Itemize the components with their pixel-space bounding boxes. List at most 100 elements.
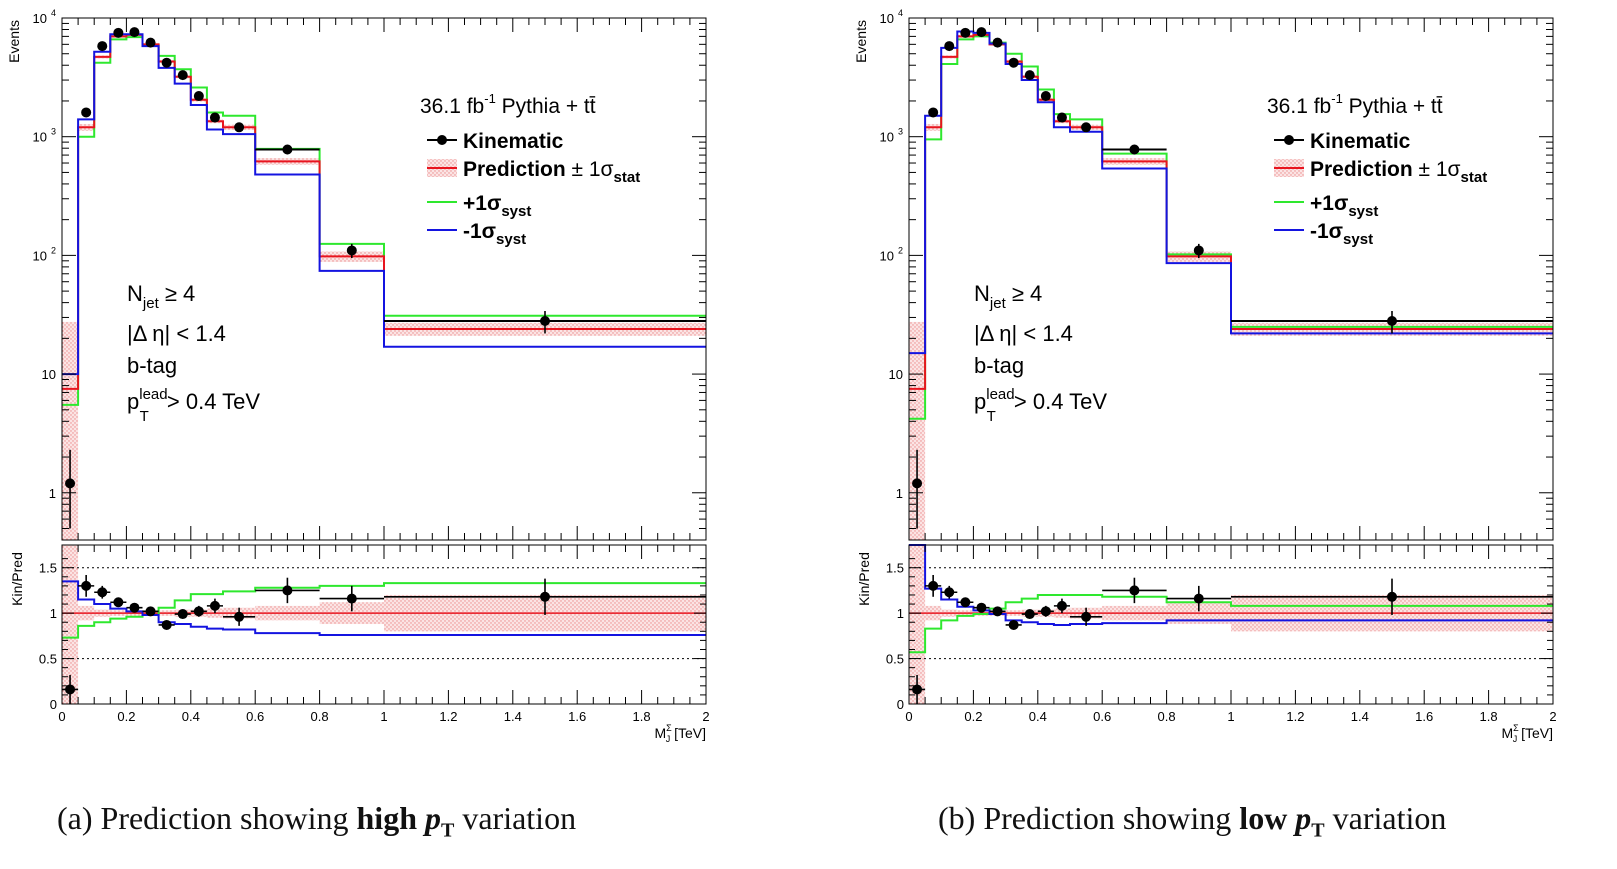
selection-btag: b-tag bbox=[974, 353, 1024, 378]
x-tick-label: 0 bbox=[905, 709, 912, 724]
ratio-point bbox=[145, 606, 156, 617]
selection-btag: b-tag bbox=[127, 353, 177, 378]
caption-a-label: (a) bbox=[57, 800, 93, 836]
caption-a: (a) Prediction showing high pT variation bbox=[57, 800, 576, 842]
y-tick-label-exponent: 2 bbox=[51, 245, 56, 255]
ratio-point bbox=[540, 591, 550, 602]
x-axis-label: MΣ J [TeV] bbox=[1501, 723, 1553, 744]
ratio-point bbox=[992, 606, 1003, 617]
kinematic-point bbox=[346, 245, 357, 256]
y-tick-label: 10 bbox=[33, 130, 47, 145]
x-tick-label: 1.6 bbox=[568, 709, 586, 724]
kinematic-point bbox=[209, 112, 220, 123]
x-tick-label: 1.4 bbox=[1351, 709, 1369, 724]
x-axis-label: MΣ J [TeV] bbox=[654, 723, 706, 744]
ratio-point bbox=[282, 585, 293, 596]
kinematic-point bbox=[1056, 112, 1067, 123]
ratio-point bbox=[1129, 585, 1140, 596]
x-tick-label: 0.4 bbox=[1029, 709, 1047, 724]
kinematic-point bbox=[65, 478, 76, 489]
y-tick-label: 1 bbox=[49, 486, 56, 501]
legend-kinematic-marker bbox=[1284, 135, 1294, 145]
ratio-minus-syst-line bbox=[909, 544, 1553, 626]
caption-b-label: (b) bbox=[938, 800, 976, 836]
y-tick-label: 10 bbox=[42, 367, 56, 382]
ratio-y-tick-label: 1.5 bbox=[39, 561, 57, 576]
kinematic-point bbox=[234, 122, 245, 133]
ratio-point bbox=[234, 611, 245, 622]
ratio-point bbox=[1024, 609, 1035, 620]
x-tick-label: 0.8 bbox=[1158, 709, 1176, 724]
y-tick-label: 10 bbox=[889, 367, 903, 382]
selection-pt: plead T > 0.4 TeV bbox=[974, 386, 1107, 425]
legend-kinematic-label: Kinematic bbox=[463, 130, 564, 153]
kinematic-point bbox=[81, 107, 92, 118]
x-tick-label: 2 bbox=[1549, 709, 1556, 724]
kinematic-point bbox=[1129, 144, 1140, 155]
ratio-point bbox=[1056, 600, 1067, 611]
y-tick-label-exponent: 3 bbox=[51, 127, 56, 137]
x-tick-label: 0.2 bbox=[964, 709, 982, 724]
kinematic-point bbox=[282, 144, 293, 155]
lumi-label: 36.1 fb-1 Pythia + tt̄ bbox=[1267, 91, 1443, 118]
ratio-point bbox=[97, 587, 108, 598]
y-axis-label: Events bbox=[853, 20, 869, 63]
y-tick-label: 1 bbox=[896, 486, 903, 501]
ratio-point bbox=[1040, 606, 1051, 617]
caption-b-prefix: Prediction showing bbox=[983, 800, 1232, 836]
kinematic-point bbox=[1081, 122, 1092, 133]
ratio-y-tick-label: 1 bbox=[50, 606, 57, 621]
selection-njet: Njet ≥ 4 bbox=[127, 281, 195, 312]
kinematic-point bbox=[97, 41, 108, 52]
selection-deta: |Δ η| < 1.4 bbox=[974, 321, 1073, 346]
caption-a-prefix: Prediction showing bbox=[100, 800, 349, 836]
kinematic-point bbox=[161, 57, 172, 68]
ratio-y-tick-label: 1 bbox=[897, 606, 904, 621]
ratio-point bbox=[161, 619, 172, 630]
caption-a-suffix: variation bbox=[462, 800, 577, 836]
legend-plus-syst-label: +1σsyst bbox=[463, 192, 531, 220]
kinematic-point bbox=[992, 37, 1003, 48]
legend-minus-syst-label: -1σsyst bbox=[1310, 220, 1373, 248]
ratio-point bbox=[1008, 619, 1019, 630]
kinematic-point bbox=[177, 70, 188, 81]
ratio-point bbox=[193, 606, 204, 617]
y-tick-label: 10 bbox=[880, 11, 894, 26]
y-tick-label-exponent: 4 bbox=[898, 8, 903, 18]
kinematic-point bbox=[113, 27, 124, 38]
x-tick-label: 0.6 bbox=[246, 709, 264, 724]
kinematic-point bbox=[1024, 70, 1035, 81]
ratio-point bbox=[129, 602, 140, 613]
kinematic-point bbox=[193, 91, 204, 102]
legend-prediction-label: Prediction ± 1σstat bbox=[1310, 158, 1487, 186]
kinematic-point bbox=[1008, 57, 1019, 68]
kinematic-point bbox=[960, 27, 971, 38]
ratio-point bbox=[960, 597, 971, 608]
ratio-y-tick-label: 1.5 bbox=[886, 561, 904, 576]
ratio-point bbox=[209, 600, 220, 611]
ratio-point bbox=[113, 597, 124, 608]
kinematic-point bbox=[129, 27, 140, 38]
x-tick-label: 1.6 bbox=[1415, 709, 1433, 724]
kinematic-point bbox=[145, 37, 156, 48]
ratio-point bbox=[928, 580, 939, 591]
x-tick-label: 1 bbox=[380, 709, 387, 724]
legend-prediction-label: Prediction ± 1σstat bbox=[463, 158, 640, 186]
ratio-minus-syst-line bbox=[62, 580, 706, 636]
y-axis-label: Events bbox=[6, 20, 22, 63]
x-tick-label: 0.8 bbox=[311, 709, 329, 724]
y-tick-label-exponent: 4 bbox=[51, 8, 56, 18]
ratio-plus-syst-line bbox=[62, 582, 706, 639]
ratio-point bbox=[81, 580, 92, 591]
x-tick-label: 1.2 bbox=[439, 709, 457, 724]
x-tick-label: 1.4 bbox=[504, 709, 522, 724]
y-tick-label: 10 bbox=[880, 130, 894, 145]
x-tick-label: 0.4 bbox=[182, 709, 200, 724]
legend-kinematic-marker bbox=[437, 135, 447, 145]
ratio-y-tick-label: 0 bbox=[50, 697, 57, 712]
legend-kinematic-label: Kinematic bbox=[1310, 130, 1411, 153]
legend-minus-syst-label: -1σsyst bbox=[463, 220, 526, 248]
